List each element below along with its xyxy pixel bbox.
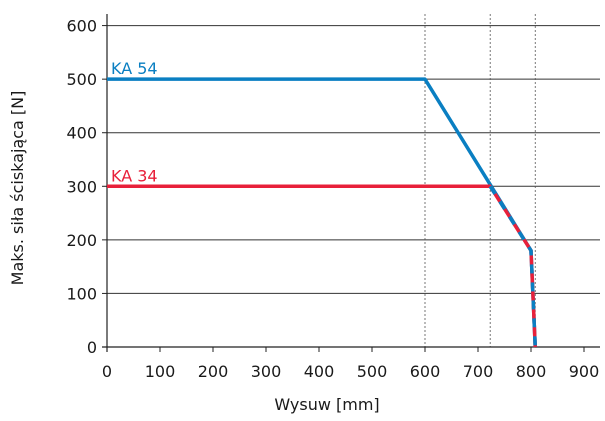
axes bbox=[102, 14, 600, 352]
y-tick-labels: 0 100 200 300 400 500 600 bbox=[66, 17, 107, 357]
y-tick-label-200: 200 bbox=[66, 231, 97, 250]
y-tick-label-0: 0 bbox=[87, 338, 97, 357]
y-tick-label-100: 100 bbox=[66, 284, 97, 303]
x-tick-label-100: 100 bbox=[145, 362, 176, 381]
x-tick-label-900: 900 bbox=[569, 362, 600, 381]
x-tick-label-0: 0 bbox=[102, 362, 112, 381]
y-tick-label-500: 500 bbox=[66, 70, 97, 89]
x-tick-label-200: 200 bbox=[198, 362, 229, 381]
series-label-1: KA 54 bbox=[111, 59, 158, 78]
reference-lines bbox=[424, 14, 536, 347]
x-tick-labels: 0 100 200 300 400 500 600 700 800 900 bbox=[102, 347, 599, 381]
series-labels: KA 54 KA 34 bbox=[111, 59, 158, 185]
grid bbox=[107, 25, 600, 294]
x-tick-label-700: 700 bbox=[463, 362, 494, 381]
x-axis-title: Wysuw [mm] bbox=[274, 395, 379, 414]
series-line-2 bbox=[107, 184, 537, 348]
series-line-1-shared-overlay bbox=[488, 185, 537, 348]
y-axis-title: Maks. siła ściskająca [N] bbox=[8, 91, 27, 286]
y-tick-label-600: 600 bbox=[66, 17, 97, 36]
x-tick-label-800: 800 bbox=[516, 362, 547, 381]
y-tick-label-300: 300 bbox=[66, 177, 97, 196]
series-label-2: KA 34 bbox=[111, 166, 158, 185]
x-tick-label-300: 300 bbox=[251, 362, 282, 381]
series-line-1 bbox=[107, 77, 537, 348]
x-tick-label-400: 400 bbox=[304, 362, 335, 381]
series-lines bbox=[107, 77, 537, 348]
x-tick-label-500: 500 bbox=[357, 362, 388, 381]
x-tick-label-600: 600 bbox=[410, 362, 441, 381]
y-tick-label-400: 400 bbox=[66, 124, 97, 143]
